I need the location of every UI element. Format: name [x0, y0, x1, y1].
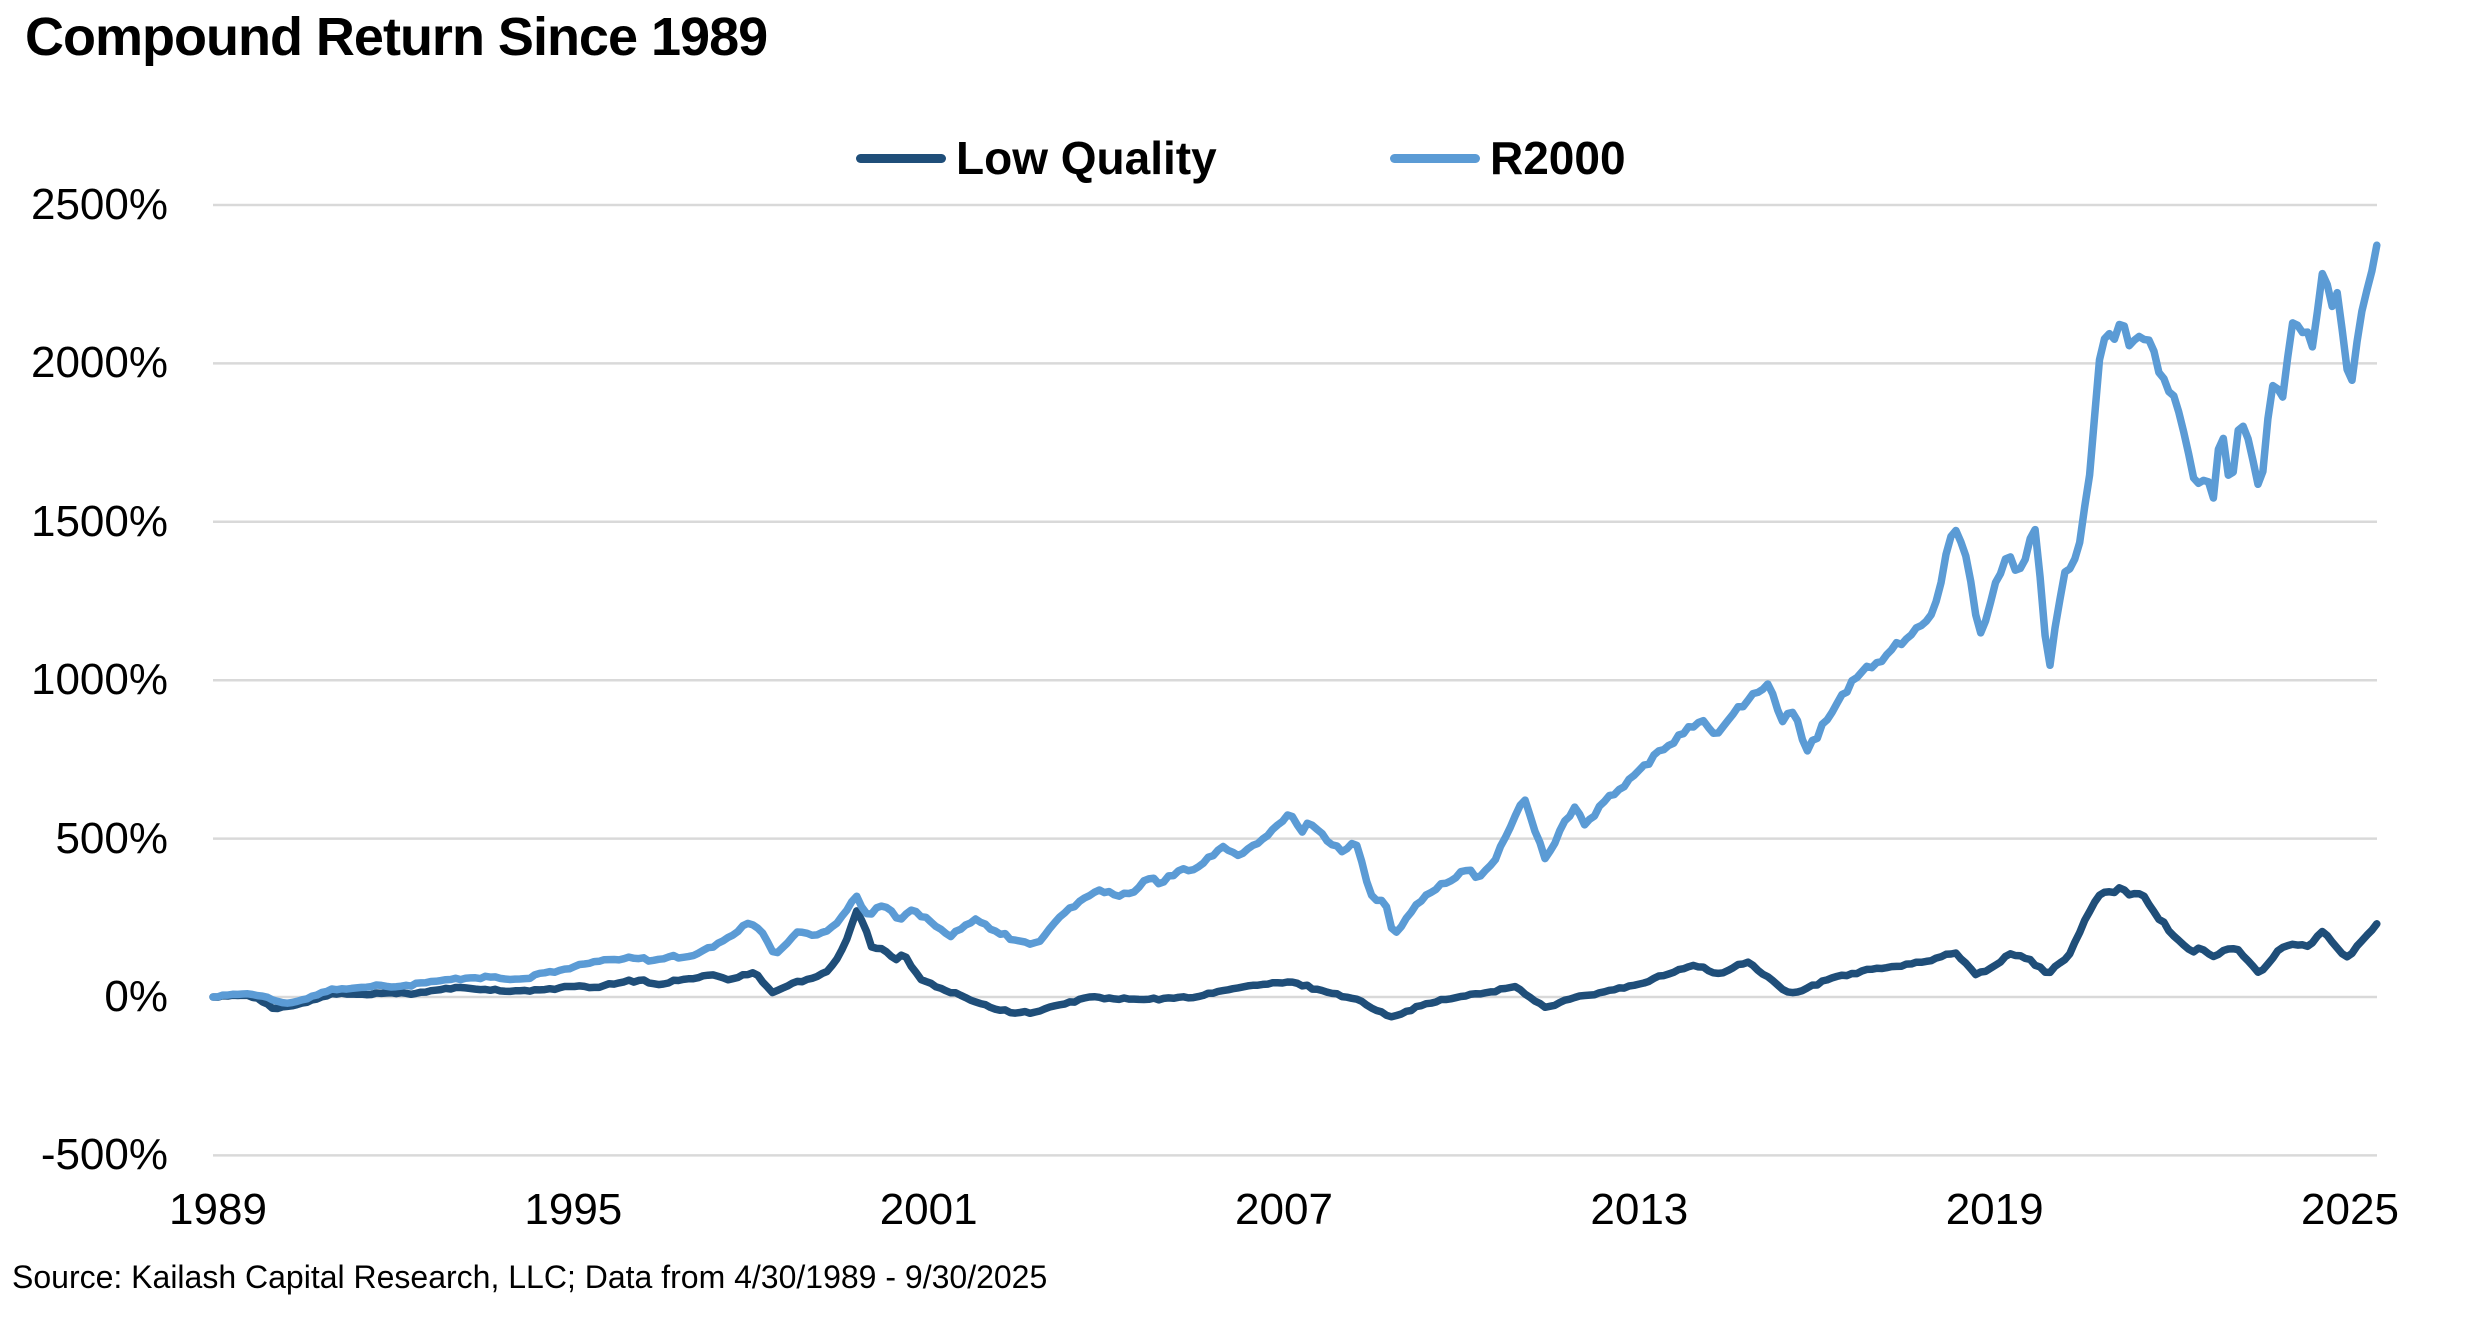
gridlines [213, 203, 2377, 1157]
x-tick-label: 2013 [1590, 1185, 1689, 1234]
y-tick-label: 500% [55, 813, 168, 863]
source-note: Source: Kailash Capital Research, LLC; D… [12, 1259, 1048, 1295]
legend-label-low-quality: Low Quality [956, 132, 1217, 184]
low-quality-line-swatch-icon [856, 153, 946, 163]
y-tick-label: 2000% [30, 338, 168, 388]
legend-item-r2000: R2000 [1390, 132, 1626, 184]
chart-title: Compound Return Since 1989 [25, 7, 768, 67]
legend-item-low-quality: Low Quality [856, 132, 1217, 184]
y-tick-label: -500% [40, 1130, 168, 1180]
x-tick-label: 2019 [1945, 1185, 2044, 1234]
y-tick-label: 1500% [30, 496, 168, 546]
x-tick-label: 1989 [169, 1185, 267, 1234]
x-tick-label: 1995 [524, 1185, 623, 1234]
x-tick-label: 2001 [879, 1185, 978, 1234]
chart-legend: Low Quality R2000 [0, 132, 2475, 184]
low-quality-line [209, 884, 2381, 1021]
x-tick-label: 2025 [2301, 1185, 2399, 1234]
x-tick-label: 2007 [1235, 1185, 1333, 1234]
legend-label-r2000: R2000 [1490, 132, 1626, 184]
y-tick-label: 0% [104, 972, 168, 1021]
y-tick-label: 1000% [30, 655, 168, 705]
r2000-line-swatch-icon [1390, 153, 1480, 163]
series-lines [209, 241, 2381, 1021]
r2000-line [209, 241, 2381, 1007]
y-tick-label: 2500% [30, 180, 168, 229]
